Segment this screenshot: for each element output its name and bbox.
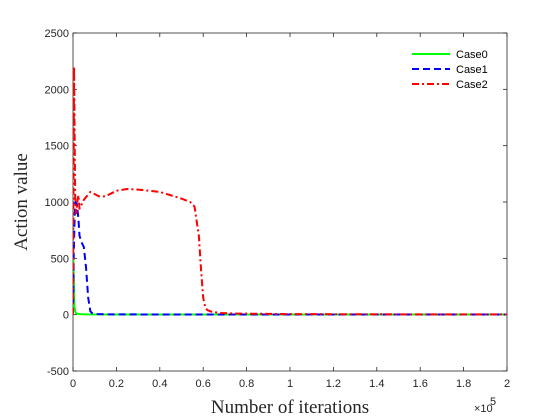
y-tick-label: 2000 bbox=[45, 84, 69, 96]
x-tick-label: 0.4 bbox=[152, 378, 167, 390]
x-exponent-label: ×10 bbox=[474, 403, 493, 415]
x-tick-label: 0 bbox=[70, 378, 76, 390]
legend-label-case0: Case0 bbox=[456, 49, 488, 61]
legend: Case0 Case1 Case2 bbox=[412, 49, 488, 91]
x-tick-label: 0.2 bbox=[109, 378, 124, 390]
x-tick-label: 1.2 bbox=[326, 378, 341, 390]
y-tick-label: 1500 bbox=[45, 141, 69, 153]
x-axis-label: Number of iterations bbox=[211, 397, 369, 418]
series-line-case2 bbox=[73, 65, 507, 316]
x-tick-label: 1.8 bbox=[456, 378, 471, 390]
y-axis-ticks: -500 0 500 1000 1500 2000 2500 bbox=[45, 28, 507, 378]
x-tick-label: 1.4 bbox=[369, 378, 384, 390]
plot-area bbox=[72, 32, 508, 372]
y-tick-label: 2500 bbox=[45, 28, 69, 40]
legend-entries: Case0 Case1 Case2 bbox=[412, 49, 488, 91]
x-exponent-power: 5 bbox=[490, 396, 496, 408]
x-tick-label: 0.6 bbox=[196, 378, 211, 390]
x-tick-label: 1.6 bbox=[413, 378, 428, 390]
y-axis-label: Action value bbox=[11, 153, 32, 251]
y-tick-label: 1000 bbox=[45, 197, 69, 209]
x-tick-label: 1 bbox=[287, 378, 293, 390]
x-tick-label: 2 bbox=[504, 378, 510, 390]
y-tick-label: 0 bbox=[63, 310, 69, 322]
legend-label-case1: Case1 bbox=[456, 64, 488, 76]
x-tick-label: 0.8 bbox=[239, 378, 254, 390]
series-layer bbox=[73, 65, 507, 316]
y-tick-label: 500 bbox=[51, 253, 69, 265]
legend-label-case2: Case2 bbox=[456, 79, 488, 91]
y-tick-label: -500 bbox=[47, 366, 69, 378]
x-axis-ticks: 0 0.2 0.4 0.6 0.8 1 1.2 1.4 1.6 1.8 2 bbox=[70, 33, 510, 390]
series-line-case1 bbox=[73, 201, 507, 316]
